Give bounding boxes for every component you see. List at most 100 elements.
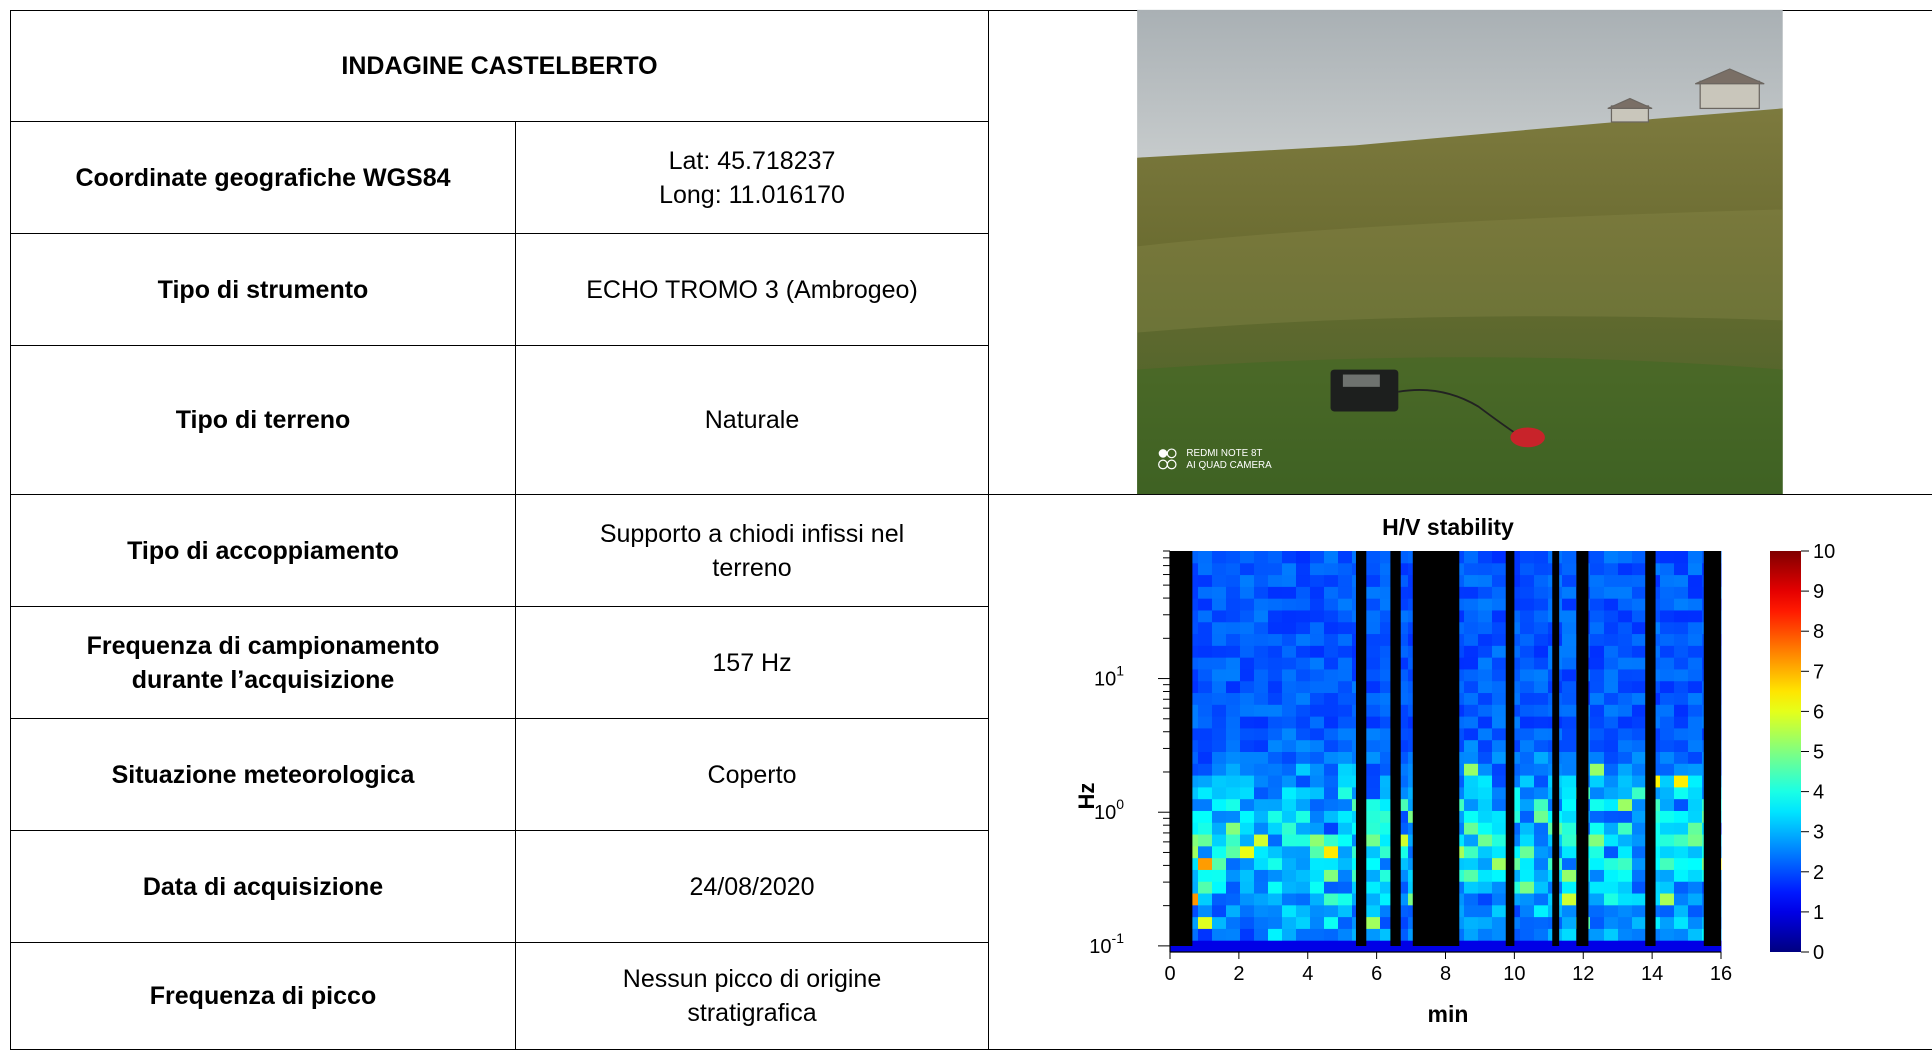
heatmap-cell	[1604, 881, 1619, 894]
heatmap-cell	[1520, 775, 1535, 788]
heatmap-cell	[1562, 845, 1577, 859]
heatmap-cell	[1240, 869, 1255, 882]
heatmap-cell	[1338, 775, 1353, 788]
heatmap-cell	[1688, 727, 1703, 741]
colorbar-tick-label: 8	[1813, 621, 1824, 643]
heatmap-cell	[1464, 822, 1479, 835]
heatmap-cell	[1282, 940, 1297, 953]
row-value: 24/08/2020	[514, 830, 990, 943]
heatmap-cell	[1324, 798, 1339, 811]
heatmap-cell	[1310, 739, 1325, 752]
heatmap-cell	[1618, 775, 1633, 788]
heatmap-cell	[1310, 692, 1325, 705]
heatmap-cell	[1618, 657, 1633, 670]
x-tick-label: 6	[1371, 963, 1382, 985]
table-row: Frequenza di campionamento durante l’acqu…	[10, 606, 1932, 719]
heatmap-cell	[1198, 657, 1213, 670]
row-value: Nessun picco di origine stratigrafica	[514, 942, 990, 1050]
heatmap-cell	[1604, 692, 1619, 705]
gap	[1505, 551, 1515, 946]
heatmap-cell	[1618, 598, 1633, 611]
heatmap-cell	[1310, 598, 1325, 611]
heatmap-cell	[1660, 751, 1675, 764]
heatmap-cell	[1520, 668, 1535, 682]
y-tick-exponent: 0	[1116, 796, 1124, 812]
colorbar-tick-label: 1	[1813, 902, 1824, 924]
heatmap-cell	[1674, 645, 1689, 658]
heatmap-cell	[1268, 893, 1283, 906]
heatmap-cell	[1240, 727, 1255, 741]
label-line: Frequenza di campionamento	[86, 631, 440, 660]
heatmap-cell	[1268, 633, 1283, 646]
heatmap-cell	[1282, 692, 1297, 705]
heatmap-cell	[1324, 763, 1339, 776]
heatmap-cell	[1212, 633, 1227, 646]
heatmap-cell	[1534, 940, 1549, 953]
heatmap-cell	[1282, 798, 1297, 811]
heatmap-cell	[1716, 940, 1722, 953]
heatmap-cell	[1520, 928, 1535, 941]
heatmap-cell	[1534, 657, 1549, 670]
heatmap-cell	[1310, 893, 1325, 906]
heatmap-cell	[1632, 928, 1647, 941]
heatmap-cell	[1618, 904, 1633, 918]
heatmap-cell	[1240, 657, 1255, 670]
heatmap-cell	[1310, 645, 1325, 658]
heatmap-cell	[1338, 893, 1353, 906]
heatmap-cell	[1324, 692, 1339, 705]
heatmap-cell	[1492, 668, 1507, 682]
heatmap-cell	[1660, 893, 1675, 906]
heatmap-cell	[1618, 893, 1633, 906]
heatmap-cell	[1660, 609, 1675, 623]
heatmap-cell	[1660, 881, 1675, 894]
heatmap-cell	[1212, 562, 1227, 576]
heatmap-cell	[1464, 798, 1479, 811]
heatmap-cell	[1296, 810, 1311, 823]
heatmap-cell	[1366, 798, 1381, 811]
heatmap-cell	[1296, 775, 1311, 788]
heatmap-cell	[1674, 845, 1689, 859]
heatmap-cell	[1324, 904, 1339, 918]
heatmap-cell	[1534, 845, 1549, 859]
heatmap-cell	[1562, 810, 1577, 823]
heatmap-cell	[1226, 928, 1241, 941]
heatmap-cell	[1366, 928, 1381, 941]
gap	[1390, 551, 1401, 946]
value-line: Naturale	[704, 406, 800, 434]
heatmap-cell	[1604, 562, 1619, 576]
heatmap-cell	[1688, 810, 1703, 823]
heatmap-cell	[1212, 869, 1227, 882]
heatmap-cell	[1338, 763, 1353, 776]
heatmap-cell	[1562, 881, 1577, 894]
heatmap-cell	[1590, 562, 1605, 576]
heatmap-cell	[1604, 727, 1619, 741]
row-label: Frequenza di campionamento durante l’acqu…	[10, 606, 516, 719]
heatmap-cell	[1632, 904, 1647, 918]
heatmap-cell	[1520, 763, 1535, 776]
heatmap-cell	[1562, 680, 1577, 694]
heatmap-cell	[1520, 916, 1535, 929]
heatmap-cell	[1688, 633, 1703, 646]
heatmap-cell	[1590, 633, 1605, 646]
heatmap-cell	[1268, 845, 1283, 859]
heatmap-cell	[1268, 692, 1283, 705]
heatmap-cell	[1562, 751, 1577, 764]
heatmap-cell	[1254, 704, 1269, 717]
heatmap-cell	[1268, 916, 1283, 929]
heatmap-cell	[1338, 657, 1353, 670]
heatmap-cell	[1212, 704, 1227, 717]
heatmap-cell	[1534, 692, 1549, 705]
heatmap-cell	[1254, 928, 1269, 941]
heatmap-cell	[1590, 668, 1605, 682]
heatmap-cell	[1240, 798, 1255, 811]
heatmap-cell	[1590, 786, 1605, 800]
heatmap-cell	[1618, 822, 1633, 835]
chart-title: H/V stability	[1382, 514, 1514, 540]
heatmap-cell	[1226, 586, 1241, 599]
heatmap-cell	[1660, 822, 1675, 835]
heatmap-cell	[1226, 845, 1241, 859]
heatmap-cell	[1632, 881, 1647, 894]
heatmap-cell	[1366, 562, 1381, 576]
heatmap-cell	[1632, 869, 1647, 882]
heatmap-cell	[1366, 751, 1381, 764]
